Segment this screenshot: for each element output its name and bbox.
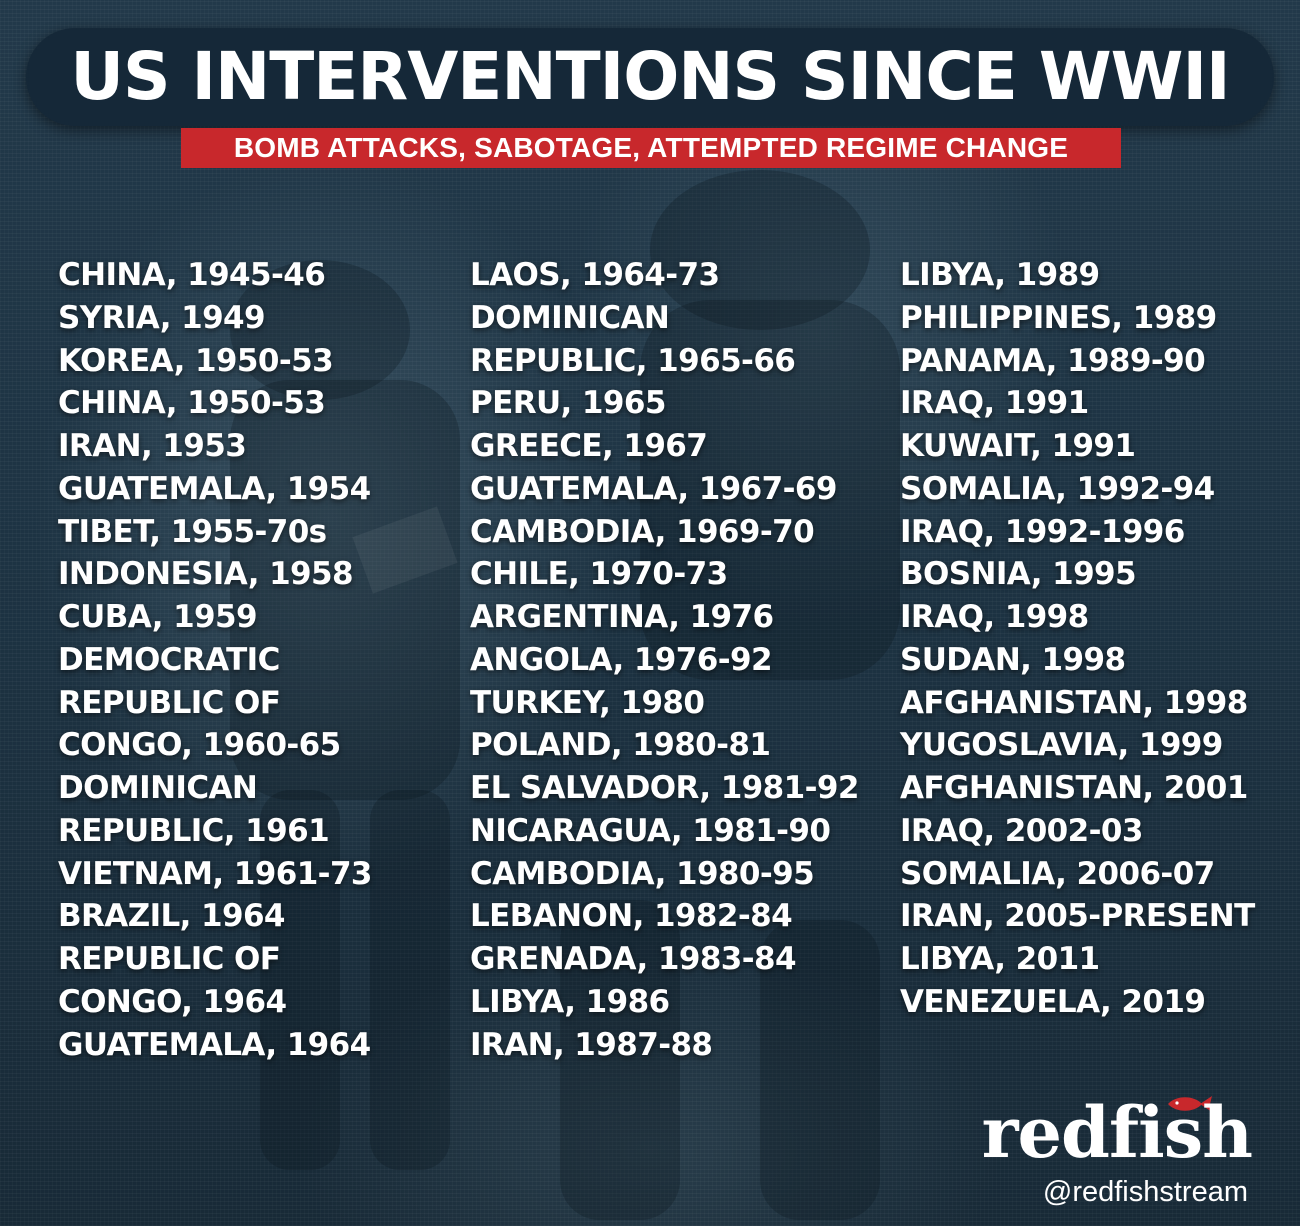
list-item: POLAND, 1980-81 [470,727,771,764]
list-item: EL SALVADOR, 1981-92 [470,770,859,806]
page-title: US INTERVENTIONS SINCE WWII [70,38,1230,115]
list-item: LIBYA, 1986 [470,983,670,1020]
title-banner: US INTERVENTIONS SINCE WWII [26,28,1274,126]
list-item: IRAN, 1987-88 [470,1026,713,1063]
fish-icon [1168,1096,1212,1112]
list-item: GUATEMALA, 1967-69 [470,470,837,507]
list-item: KOREA, 1950-53 [58,342,334,379]
list-item: SYRIA, 1949 [58,299,266,336]
list-item: VENEZUELA, 2019 [900,983,1206,1020]
list-item: IRAQ, 1991 [900,385,1089,422]
list-item: LAOS, 1964-73 [470,257,720,293]
list-item: IRAN, 1953 [58,428,247,464]
list-item: IRAQ, 1998 [900,599,1089,635]
list-item: BOSNIA, 1995 [900,556,1137,593]
subtitle-banner: BOMB ATTACKS, SABOTAGE, ATTEMPTED REGIME… [181,128,1121,168]
brand-handle: @redfishstream [1042,1176,1248,1208]
list-item: SUDAN, 1998 [900,641,1126,678]
list-item: AFGHANISTAN, 1998 [900,684,1248,721]
list-item: IRAN, 2005-PRESENT [900,898,1255,935]
list-item: SOMALIA, 1992-94 [900,470,1215,507]
list-item: CUBA, 1959 [58,599,258,635]
list-item: VIETNAM, 1961-73 [58,855,372,892]
list-item: TURKEY, 1980 [470,684,705,721]
list-item: KUWAIT, 1991 [900,428,1136,464]
list-item: CHINA, 1950-53 [58,385,326,422]
list-item: LEBANON, 1982-84 [470,898,793,935]
list-item: TIBET, 1955-70s [58,513,327,550]
list-item: GRENADA, 1983-84 [470,941,797,977]
list-item: NICARAGUA, 1981-90 [470,812,831,849]
subtitle: BOMB ATTACKS, SABOTAGE, ATTEMPTED REGIME… [233,132,1069,163]
column-1: CHINA, 1945-46 SYRIA, 1949 KOREA, 1950-53 C… [58,254,372,1066]
brand-block: redfish @redfishstream [982,1094,1253,1214]
list-item: ANGOLA, 1976-92 [470,641,773,678]
list-item: IRAQ, 2002-03 [900,812,1143,849]
list-item: DOMINICAN [470,299,670,336]
list-item: GUATEMALA, 1954 [58,470,371,507]
list-item: CAMBODIA, 1969-70 [470,513,815,550]
list-item: REPUBLIC, 1961 [58,812,330,849]
column-2: LAOS, 1964-73 DOMINICAN REPUBLIC, 1965-66 P… [470,254,859,1066]
list-item: PANAMA, 1989-90 [900,342,1206,379]
interventions-list: CHINA, 1945-46 SYRIA, 1949 KOREA, 1950-53 C… [0,254,1300,1074]
list-item: GREECE, 1967 [470,428,708,464]
list-item: ARGENTINA, 1976 [470,599,774,635]
list-item: REPUBLIC OF [58,941,281,977]
list-item: CHINA, 1945-46 [58,257,326,293]
list-item: CHILE, 1970-73 [470,556,728,593]
list-item: REPUBLIC OF [58,684,281,721]
list-item: LIBYA, 2011 [900,941,1100,977]
list-item: DEMOCRATIC [58,641,280,678]
list-item: PHILIPPINES, 1989 [900,299,1217,336]
brand-logo: redfish [981,1091,1253,1174]
column-3: LIBYA, 1989 PHILIPPINES, 1989 PANAMA, 1989… [900,254,1255,1024]
list-item: DOMINICAN [58,770,258,806]
list-item: CONGO, 1960-65 [58,727,341,764]
list-item: YUGOSLAVIA, 1999 [900,727,1223,764]
list-item: INDONESIA, 1958 [58,556,354,593]
list-item: LIBYA, 1989 [900,257,1100,293]
list-item: AFGHANISTAN, 2001 [900,770,1248,806]
list-item: REPUBLIC, 1965-66 [470,342,796,379]
list-item: IRAQ, 1992-1996 [900,513,1185,550]
list-item: SOMALIA, 2006-07 [900,855,1215,892]
list-item: CAMBODIA, 1980-95 [470,855,815,892]
list-item: CONGO, 1964 [58,983,287,1020]
list-item: PERU, 1965 [470,385,666,422]
list-item: GUATEMALA, 1964 [58,1026,371,1063]
list-item: BRAZIL, 1964 [58,898,286,935]
